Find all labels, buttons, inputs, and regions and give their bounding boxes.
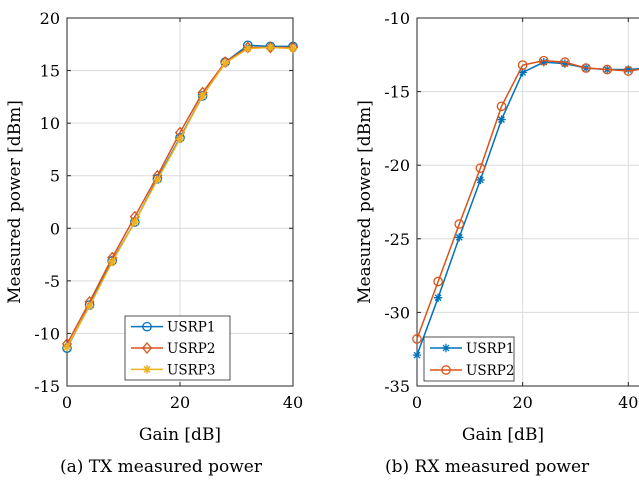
data-point-usrp3 bbox=[288, 44, 298, 53]
legend-marker bbox=[142, 321, 152, 332]
data-point-usrp1 bbox=[560, 59, 570, 68]
y-tick-label: -30 bbox=[384, 303, 410, 322]
data-point-usrp1 bbox=[539, 57, 548, 67]
x-tick-label: 20 bbox=[512, 393, 532, 412]
y-tick-label: -25 bbox=[384, 230, 410, 249]
data-point-usrp1 bbox=[476, 175, 485, 185]
y-tick-label: -10 bbox=[384, 9, 410, 28]
x-axis-label: Gain [dB] bbox=[139, 425, 221, 445]
series-group bbox=[61, 40, 299, 353]
x-tick-label: 20 bbox=[170, 393, 190, 412]
legend-marker bbox=[441, 343, 451, 353]
legend-marker bbox=[141, 341, 153, 355]
data-point-usrp3 bbox=[130, 217, 139, 227]
x-tick-label: 40 bbox=[283, 393, 303, 412]
y-tick-label: -35 bbox=[384, 377, 410, 396]
series-line-usrp1 bbox=[416, 61, 639, 356]
legend-marker bbox=[142, 365, 152, 374]
data-point-usrp3 bbox=[266, 43, 275, 52]
y-tick-label: 5 bbox=[50, 167, 60, 186]
chart-rx-power: 0 20 40 -35 -30 -25 -20 -15 -10 Gain [dB] Measured… bbox=[355, 9, 639, 445]
legend-entry: USRP3 bbox=[167, 362, 215, 378]
data-point-usrp3 bbox=[62, 342, 72, 352]
y-tick-label: -15 bbox=[384, 83, 410, 102]
data-point-usrp3 bbox=[243, 44, 252, 53]
y-tick-label: -15 bbox=[34, 377, 60, 396]
data-point-usrp2 bbox=[623, 66, 634, 76]
data-point-usrp3 bbox=[198, 91, 207, 101]
data-point-usrp2 bbox=[560, 57, 570, 68]
data-point-usrp2 bbox=[265, 41, 276, 54]
caption-rx: (b) RX measured power bbox=[385, 457, 590, 477]
y-axis-label: Measured power [dBm] bbox=[355, 100, 375, 304]
chart-tx-power: 0 20 40 -15 -10 -5 0 5 10 15 20 Gain [dB] Measured p… bbox=[5, 9, 303, 445]
y-tick-label: -10 bbox=[34, 324, 60, 343]
legend-marker bbox=[441, 365, 451, 375]
y-axis-label: Measured power [dBm] bbox=[5, 100, 25, 304]
data-point-usrp2 bbox=[496, 101, 507, 112]
data-point-usrp3 bbox=[108, 257, 117, 267]
data-point-usrp1 bbox=[412, 350, 422, 360]
y-tick-label: 20 bbox=[40, 9, 60, 28]
y-tick-label: 15 bbox=[40, 62, 60, 81]
y-tick-label: -5 bbox=[44, 272, 60, 291]
data-point-usrp2 bbox=[517, 60, 528, 70]
data-point-usrp2 bbox=[412, 334, 422, 344]
x-tick-label: 0 bbox=[412, 393, 422, 412]
data-point-usrp3 bbox=[153, 175, 162, 185]
legend-entry: USRP2 bbox=[466, 363, 514, 379]
y-tick-label: 10 bbox=[40, 114, 60, 133]
series-line-usrp2 bbox=[416, 59, 639, 340]
data-point-usrp1 bbox=[624, 65, 633, 74]
data-point-usrp3 bbox=[221, 59, 230, 68]
y-tick-label: 0 bbox=[50, 219, 60, 238]
legend-entry: USRP2 bbox=[167, 341, 215, 357]
series-group bbox=[412, 55, 639, 360]
legend-box bbox=[423, 336, 515, 382]
axes-box bbox=[416, 17, 639, 387]
data-point-usrp2 bbox=[602, 64, 613, 75]
x-axis-label: Gain [dB] bbox=[462, 425, 544, 445]
data-point-usrp1 bbox=[455, 233, 464, 242]
caption-tx: (a) TX measured power bbox=[60, 457, 262, 477]
data-point-usrp2 bbox=[433, 276, 443, 287]
data-point-usrp3 bbox=[85, 301, 94, 311]
data-point-usrp2 bbox=[538, 55, 549, 66]
data-point-usrp1 bbox=[518, 68, 527, 77]
y-tick-label: -20 bbox=[384, 156, 410, 175]
data-point-usrp3 bbox=[175, 134, 185, 144]
x-tick-label: 40 bbox=[618, 393, 638, 412]
x-tick-label: 0 bbox=[62, 393, 72, 412]
data-point-usrp2 bbox=[581, 63, 591, 73]
legend-entry: USRP1 bbox=[466, 341, 514, 357]
data-point-usrp1 bbox=[433, 293, 443, 302]
data-point-usrp2 bbox=[475, 163, 486, 173]
data-point-usrp2 bbox=[454, 219, 465, 229]
data-point-usrp1 bbox=[497, 115, 506, 124]
legend-entry: USRP1 bbox=[167, 320, 215, 336]
